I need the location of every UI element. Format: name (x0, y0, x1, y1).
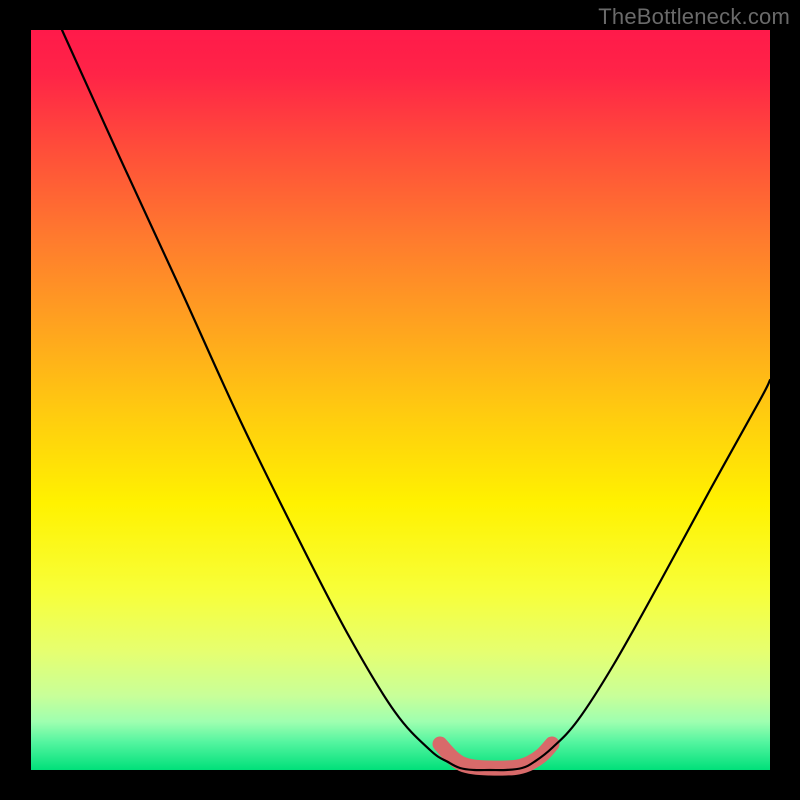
chart-root: TheBottleneck.com (0, 0, 800, 800)
gradient-background (31, 30, 770, 770)
bottleneck-chart (0, 0, 800, 800)
watermark-text: TheBottleneck.com (598, 4, 790, 30)
